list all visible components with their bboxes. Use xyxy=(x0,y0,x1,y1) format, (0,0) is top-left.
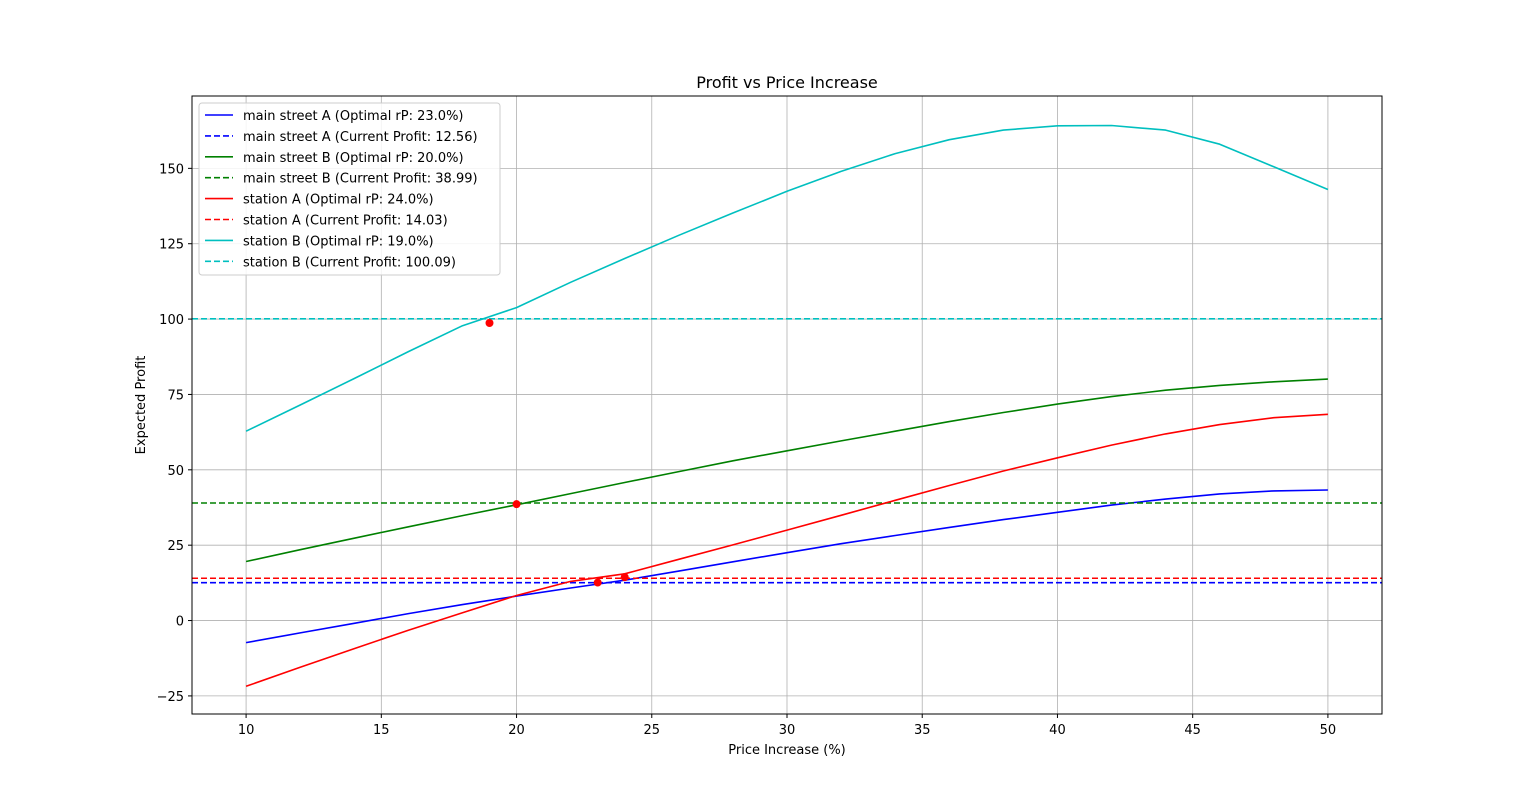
chart-title: Profit vs Price Increase xyxy=(696,73,878,92)
optimal-point-marker xyxy=(512,500,521,509)
y-tick-label: 100 xyxy=(159,313,184,328)
series-profit-line xyxy=(245,413,1328,688)
x-tick-label: 40 xyxy=(1049,723,1066,738)
y-tick-label: 25 xyxy=(167,539,184,554)
optimal-point-marker xyxy=(485,319,494,328)
x-tick-label: 20 xyxy=(508,723,525,738)
legend-entry-label: station A (Current Profit: 14.03) xyxy=(243,214,448,229)
legend-entry-label: station B (Optimal rP: 19.0%) xyxy=(243,234,434,249)
legend-entry-label: main street A (Current Profit: 12.56) xyxy=(243,130,478,145)
x-tick-label: 50 xyxy=(1320,723,1337,738)
x-tick-label: 10 xyxy=(238,723,255,738)
legend-entry-label: station B (Current Profit: 100.09) xyxy=(243,255,456,270)
legend-entry-label: main street B (Current Profit: 38.99) xyxy=(243,172,478,187)
optimal-markers xyxy=(485,319,629,587)
series-group xyxy=(192,124,1382,688)
series-profit-line xyxy=(245,124,1329,432)
y-tick-label: 0 xyxy=(176,615,184,630)
legend: main street A (Optimal rP: 23.0%) main st… xyxy=(198,102,501,276)
x-tick-label: 35 xyxy=(914,723,931,738)
y-tick-label: 50 xyxy=(167,464,184,479)
y-tick-label: 125 xyxy=(159,238,184,253)
legend-box xyxy=(198,102,501,276)
y-tick-label: 150 xyxy=(159,162,184,177)
y-axis-label: Expected Profit xyxy=(134,356,149,455)
y-tick-label: 75 xyxy=(167,388,184,403)
x-tick-label: 25 xyxy=(643,723,660,738)
legend-entry-label: station A (Optimal rP: 24.0%) xyxy=(243,193,434,208)
x-tick-label: 30 xyxy=(779,723,796,738)
axis-ticks: 10 15 20 25 30 35 40 45 50 −25 0 25 50 75 100 125 150 xyxy=(157,162,1337,738)
legend-entry-label: main street A (Optimal rP: 23.0%) xyxy=(243,109,464,124)
legend-entry-label: main street B (Optimal rP: 20.0%) xyxy=(243,151,464,166)
x-tick-label: 15 xyxy=(373,723,390,738)
optimal-point-marker xyxy=(620,573,629,582)
optimal-point-marker xyxy=(593,578,602,587)
series-profit-line xyxy=(245,378,1328,563)
x-axis-label: Price Increase (%) xyxy=(728,743,846,758)
x-tick-label: 45 xyxy=(1184,723,1201,738)
y-tick-label: −25 xyxy=(157,690,184,705)
series-profit-line xyxy=(245,489,1328,644)
